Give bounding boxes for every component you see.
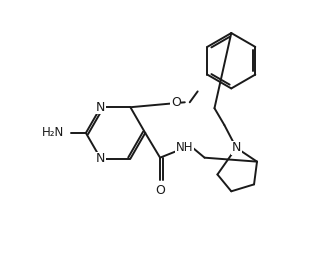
Text: N: N <box>231 141 241 154</box>
Text: H₂N: H₂N <box>42 126 64 140</box>
Text: NH: NH <box>176 141 193 154</box>
Text: O: O <box>155 184 165 197</box>
Text: N: N <box>96 152 106 165</box>
Text: O: O <box>171 96 181 109</box>
Text: N: N <box>96 101 106 114</box>
